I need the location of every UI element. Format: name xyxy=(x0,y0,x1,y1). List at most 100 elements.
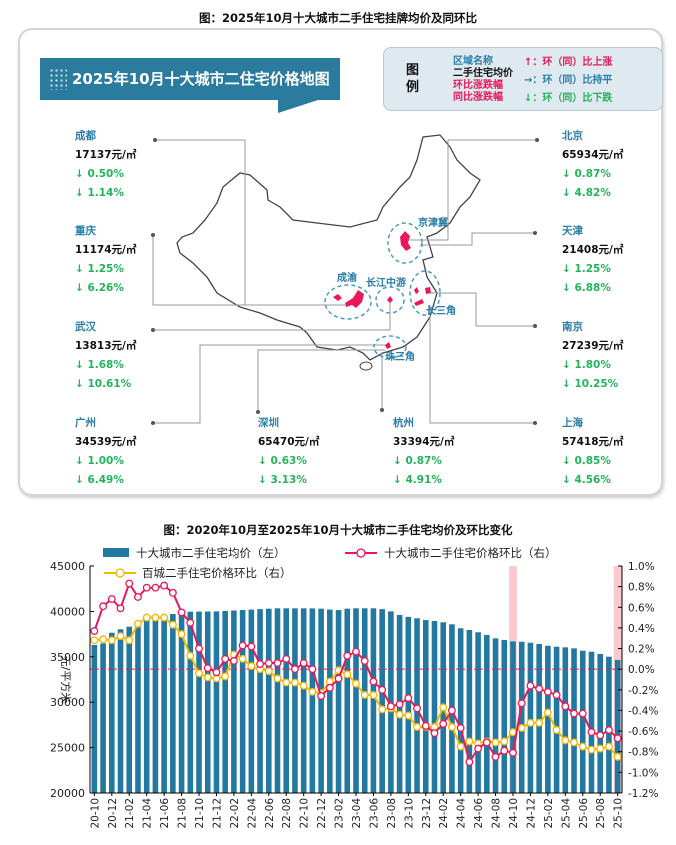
ten-city-point xyxy=(613,734,622,743)
ten-city-point xyxy=(273,659,282,667)
ten-city-point xyxy=(282,654,291,663)
hundred-city-point xyxy=(116,632,125,641)
ten-city-point xyxy=(125,579,134,588)
bar xyxy=(484,635,490,793)
ten-city-point xyxy=(291,665,299,674)
hundred-city-point xyxy=(142,613,151,622)
city-price: 11174元/㎡ xyxy=(75,244,137,256)
hundred-city-point xyxy=(291,678,299,687)
region-label-yangtze-delta: 长三角 xyxy=(426,306,456,317)
ten-city-point xyxy=(195,644,203,653)
legend-red-label: 十大城市二手住宅价格环比（右） xyxy=(384,546,557,560)
hundred-city-point xyxy=(552,726,561,735)
bar xyxy=(510,641,516,793)
hundred-city-point xyxy=(282,678,291,687)
y-axis-label: 元/平方米 xyxy=(59,656,73,704)
hundred-city-point xyxy=(151,613,160,622)
x-tick-label: 20-10 xyxy=(89,798,101,829)
ten-city-point xyxy=(151,583,160,592)
city-yoy: ↓ 6.88% xyxy=(562,282,611,294)
hundred-city-point xyxy=(134,619,142,628)
legend-rise: ↑：环（同）比上涨 xyxy=(524,57,613,68)
bar xyxy=(361,608,368,793)
bar xyxy=(562,647,569,793)
hundred-city-point xyxy=(613,752,622,761)
hundred-city-point xyxy=(203,673,212,682)
bar xyxy=(300,608,307,793)
connector-dots xyxy=(151,138,539,425)
bar xyxy=(161,616,167,793)
hundred-city-point xyxy=(604,742,613,751)
ten-city-point xyxy=(134,593,142,601)
ten-city-point xyxy=(378,685,387,694)
china-outline xyxy=(176,134,481,361)
city-mom: ↓ 0.63% xyxy=(258,455,307,467)
bar xyxy=(126,626,133,793)
bar xyxy=(283,608,290,793)
bar xyxy=(100,643,106,793)
city-price: 34539元/㎡ xyxy=(75,436,137,448)
right-tick-label: -0.8% xyxy=(628,747,658,759)
ten-city-point xyxy=(168,588,177,597)
x-tick-label: 25-02 xyxy=(543,798,555,829)
hundred-city-point xyxy=(456,742,465,751)
city-yoy: ↓ 1.14% xyxy=(75,187,124,199)
city-name: 重庆 xyxy=(75,225,96,237)
city-name: 天津 xyxy=(562,225,583,237)
ten-city-point xyxy=(142,583,151,592)
map-figure-title: 图：2025年10月十大城市二手住宅挂牌均价及同环比 xyxy=(198,11,477,25)
x-tick-label: 22-04 xyxy=(246,798,258,829)
ten-city-point xyxy=(317,692,326,700)
ten-city-point xyxy=(238,641,247,650)
hundred-city-point xyxy=(264,667,273,676)
bar xyxy=(204,611,211,793)
x-tick-label: 22-12 xyxy=(316,798,328,829)
x-tick-label: 25-04 xyxy=(560,798,572,829)
legend-yellow-label: 百城二手住宅价格环比（右） xyxy=(142,566,292,580)
x-tick-label: 23-08 xyxy=(386,798,398,829)
left-tick-label: 25000 xyxy=(50,742,85,755)
legend-mom: 环比涨跌幅 xyxy=(453,80,503,91)
ten-city-point xyxy=(247,642,256,651)
bar xyxy=(187,611,194,793)
city-yoy: ↓ 6.49% xyxy=(75,474,124,486)
hundred-city-point xyxy=(491,738,500,747)
ten-city-point xyxy=(447,706,456,715)
region-label-pearl-delta: 珠三角 xyxy=(385,352,415,363)
bar xyxy=(292,608,298,793)
bar xyxy=(492,638,499,793)
city-yoy: ↓ 4.91% xyxy=(393,474,442,486)
region-label-chengyu: 成渝 xyxy=(337,273,357,284)
bar xyxy=(109,632,115,793)
hundred-city-point xyxy=(168,620,177,629)
hundred-city-point xyxy=(517,724,526,732)
hundred-city-point xyxy=(247,662,256,671)
x-tick-label: 24-04 xyxy=(456,798,468,829)
left-tick-label: 40000 xyxy=(50,605,85,618)
city-shenzhen: 深圳 65470元/㎡ ↓ 0.63% ↓ 3.13% xyxy=(258,414,319,490)
legend-yoy: 同比涨跌幅 xyxy=(453,92,503,103)
left-tick-label: 30000 xyxy=(50,696,85,709)
map-legend: 图例 区域名称 二手住宅均价 环比涨跌幅 同比涨跌幅 ↑：环（同）比上涨 →：环… xyxy=(383,47,663,111)
ten-city-point xyxy=(552,691,561,699)
city-price: 27239元/㎡ xyxy=(562,340,624,352)
x-tick-label: 23-06 xyxy=(368,798,380,829)
legend-bar-swatch xyxy=(103,548,129,557)
bar xyxy=(431,621,438,793)
hundred-city-point xyxy=(352,679,360,688)
hundred-city-point xyxy=(526,718,535,727)
hundred-city-point xyxy=(535,718,544,727)
city-tianjin: 天津 21408元/㎡ ↓ 1.25% ↓ 6.88% xyxy=(562,222,623,298)
bar xyxy=(571,648,577,793)
map-panel xyxy=(18,28,663,496)
x-tick-label: 25-08 xyxy=(595,798,607,829)
ten-city-point xyxy=(360,656,369,665)
ten-city-point xyxy=(325,683,334,692)
bar xyxy=(318,608,324,793)
city-mom: ↓ 1.80% xyxy=(562,359,611,371)
ten-city-point xyxy=(587,728,596,737)
city-name: 成都 xyxy=(75,130,96,142)
map-banner: 2025年10月十大城市二住宅价格地图 xyxy=(40,58,340,100)
city-yoy: ↓ 3.13% xyxy=(258,474,307,486)
bar xyxy=(553,646,560,793)
